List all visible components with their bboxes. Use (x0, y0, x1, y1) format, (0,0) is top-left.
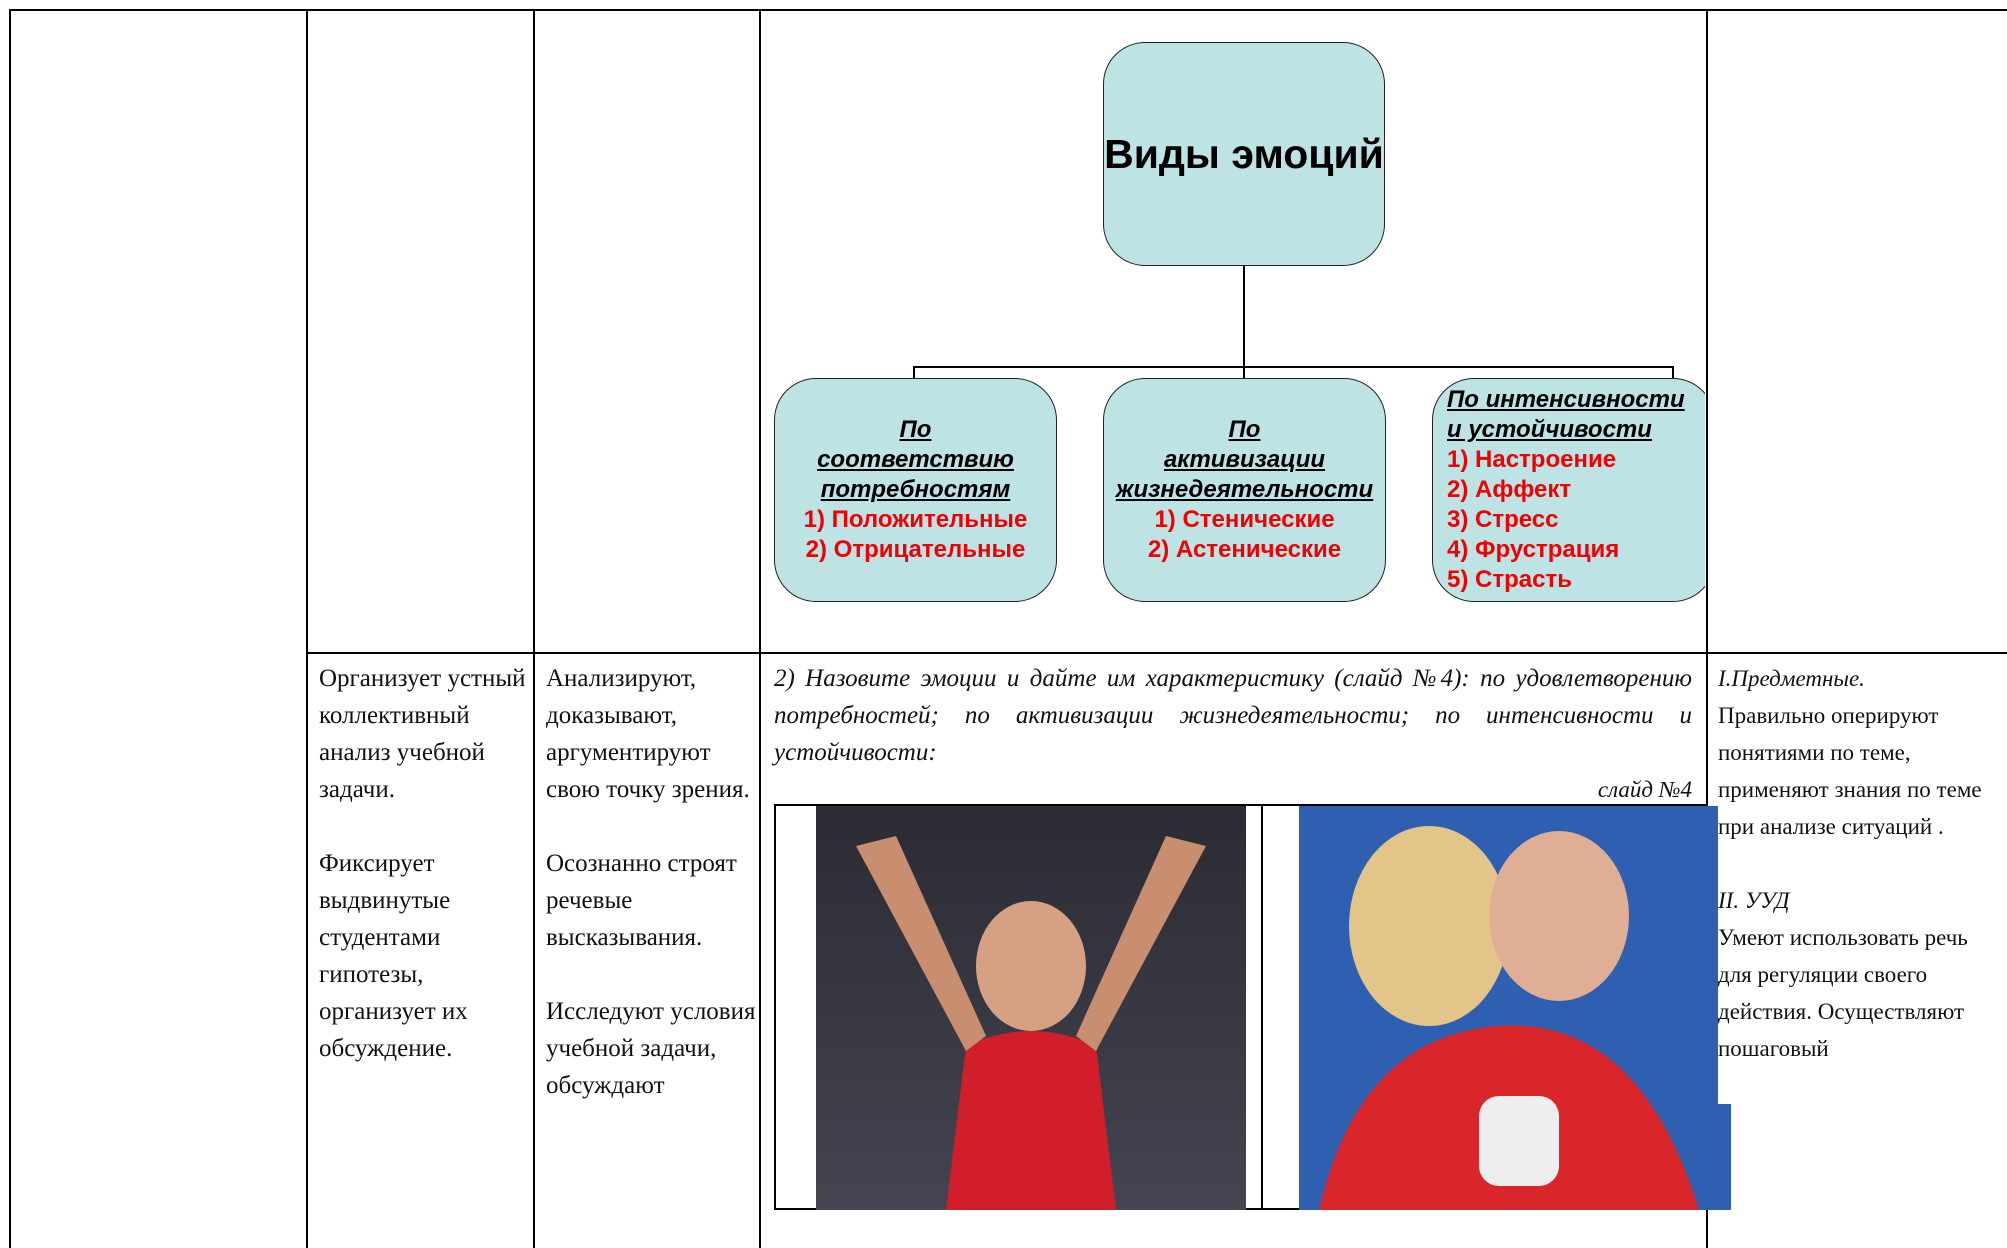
results-cell: I.Предметные. Правильно оперируют понятия… (1718, 660, 1994, 1104)
teacher-text: Организует устный коллективный анализ уч… (319, 665, 526, 803)
teacher-cell: Организует устный коллективный анализ уч… (319, 660, 529, 1104)
photo-divider (1261, 806, 1263, 1208)
branch-heading: соответствию (817, 446, 1014, 473)
connector (1672, 366, 1674, 378)
column-border (306, 9, 308, 1248)
branch-box: По активизации жизнедеятельности 1) Стениче… (1103, 378, 1386, 602)
branch-heading: потребностям (820, 476, 1011, 503)
students-text: Исследуют условия учебной задачи, обсужд… (546, 998, 756, 1099)
branch-item: 4) Фрустрация (1447, 536, 1620, 563)
students-text: Анализируют, доказывают, аргументируют с… (546, 665, 750, 803)
result-text: Умеют использовать речь для регуляции св… (1718, 925, 1968, 1061)
column-border (759, 9, 761, 1248)
branch-item: 1) Положительные (803, 506, 1028, 533)
students-text: Осознанно строят речевые высказывания. (546, 850, 737, 951)
diagram: Виды эмоций По соответствию потребностям 1)… (761, 11, 1705, 651)
branch-heading: По интенсивности (1447, 386, 1685, 413)
branch-heading: активизации (1163, 446, 1326, 473)
photo-athlete (816, 806, 1246, 1210)
task-text: 2) Назовите эмоции и дайте им характерис… (774, 665, 1692, 766)
branch-item: 3) Стресс (1447, 506, 1559, 533)
result-heading: II. УУД (1718, 888, 1790, 913)
photo-hug (1299, 806, 1731, 1210)
connector (913, 366, 1673, 368)
column-border (533, 9, 535, 1248)
branch-item: 2) Отрицательные (805, 536, 1026, 563)
branch-box: По соответствию потребностям 1) Положительн… (774, 378, 1057, 602)
branch-item: 1) Настроение (1447, 446, 1617, 473)
column-border (1706, 9, 1708, 1248)
result-heading: I.Предметные. (1718, 666, 1865, 691)
teacher-text: Фиксирует выдвинутые студентами гипотезы… (319, 850, 468, 1062)
connector (1243, 366, 1245, 378)
branch-heading: жизнедеятельности (1115, 476, 1374, 503)
table-border (10, 9, 2007, 11)
diagram-title: Виды эмоций (1103, 42, 1385, 266)
branch-item: 5) Страсть (1447, 566, 1572, 593)
row-border (307, 652, 2007, 654)
branch-item: 2) Астенические (1147, 536, 1342, 563)
branch-item: 1) Стенические (1154, 506, 1335, 533)
branch-heading: По (899, 416, 932, 443)
branch-heading: и устойчивости (1447, 416, 1652, 443)
slide-label: слайд №4 (1597, 777, 1692, 802)
branch-box: По интенсивности и устойчивости 1) Настрое… (1432, 378, 1705, 602)
task-cell: 2) Назовите эмоции и дайте им характерис… (774, 660, 1692, 808)
result-text: Правильно оперируют понятиями по теме, п… (1718, 703, 1982, 839)
connector (1243, 265, 1245, 367)
branch-heading: По (1228, 416, 1261, 443)
branch-item: 2) Аффект (1447, 476, 1572, 503)
column-border (9, 9, 11, 1248)
connector (913, 366, 915, 378)
students-cell: Анализируют, доказывают, аргументируют с… (546, 660, 756, 1141)
